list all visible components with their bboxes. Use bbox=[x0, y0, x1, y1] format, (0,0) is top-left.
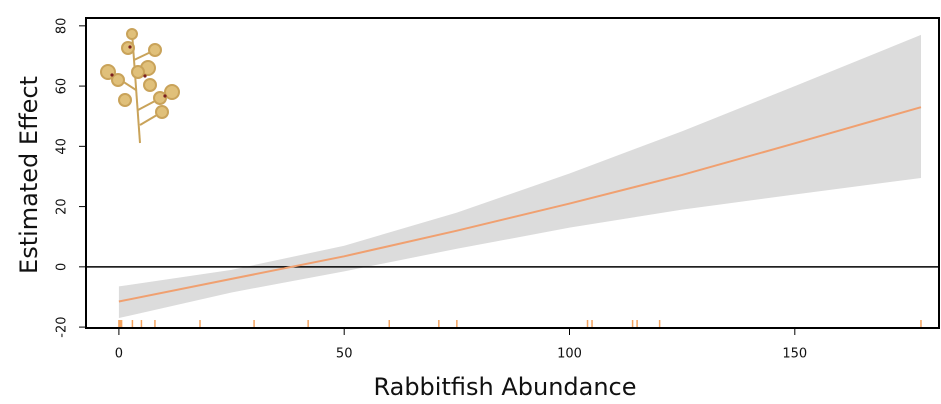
chart: Rabbitfish Abundance Estimated Effect 0 5… bbox=[0, 0, 941, 400]
x-tick-label: 50 bbox=[336, 347, 353, 362]
y-tick-label: 20 bbox=[55, 198, 70, 215]
x-axis-label: Rabbitfish Abundance bbox=[373, 373, 636, 400]
y-axis-label: Estimated Effect bbox=[15, 76, 43, 274]
y-tick-label: 60 bbox=[55, 78, 70, 95]
x-tick-label: 100 bbox=[557, 347, 582, 362]
x-tick-label: 0 bbox=[115, 347, 123, 362]
y-tick-label: -20 bbox=[55, 316, 70, 337]
y-tick-label: 40 bbox=[55, 138, 70, 155]
y-tick-label: 0 bbox=[55, 263, 70, 271]
algae-icon bbox=[101, 29, 179, 143]
x-tick-label: 150 bbox=[782, 347, 807, 362]
y-tick-label: 80 bbox=[55, 18, 70, 35]
confidence-band bbox=[119, 35, 921, 318]
